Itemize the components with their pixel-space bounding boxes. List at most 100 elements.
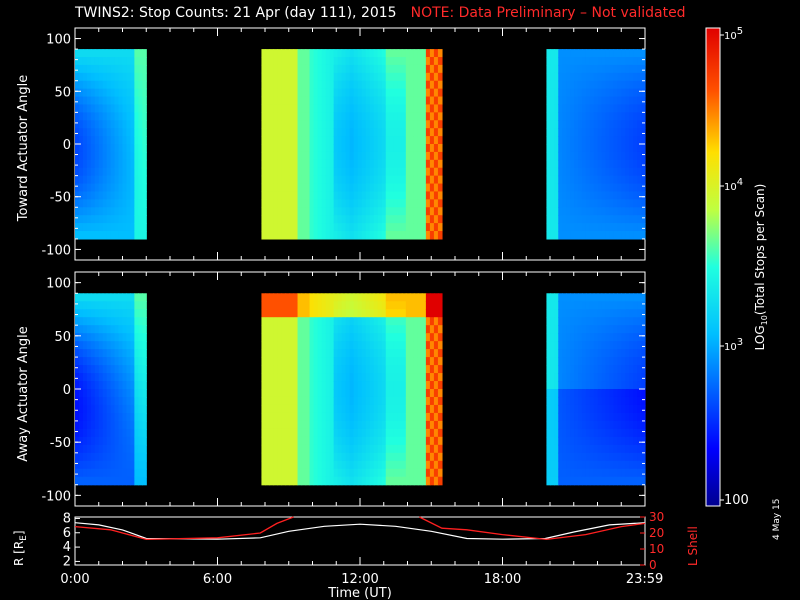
heatmap-cell bbox=[94, 80, 100, 90]
heatmap-cell bbox=[114, 231, 120, 240]
heatmap-cell bbox=[269, 396, 275, 406]
heatmap-cell bbox=[633, 72, 638, 82]
heatmap-cell bbox=[425, 325, 431, 334]
heatmap-cell bbox=[90, 452, 96, 462]
heatmap-cell bbox=[281, 183, 287, 193]
heatmap-cell bbox=[345, 72, 351, 82]
heatmap-cell bbox=[78, 191, 84, 200]
heatmap-cell bbox=[289, 444, 295, 454]
heatmap-cell bbox=[613, 309, 618, 318]
heatmap-cell bbox=[82, 460, 88, 470]
heatmap-cell bbox=[597, 183, 603, 193]
heatmap-cell bbox=[589, 420, 595, 430]
heatmap-cell bbox=[405, 231, 411, 240]
heatmap-cell bbox=[277, 365, 283, 374]
heatmap-cell bbox=[577, 80, 583, 90]
heatmap-cell bbox=[417, 96, 423, 106]
heatmap-cell bbox=[437, 223, 443, 232]
heatmap-cell bbox=[349, 357, 355, 366]
heatmap-cell bbox=[277, 183, 283, 193]
heatmap-cell bbox=[333, 136, 339, 145]
heatmap-cell bbox=[75, 460, 80, 470]
heatmap-cell bbox=[377, 199, 383, 208]
heatmap-cell bbox=[381, 215, 387, 224]
heatmap-cell bbox=[377, 381, 383, 390]
heatmap-cell bbox=[265, 120, 271, 129]
heatmap-cell bbox=[601, 389, 607, 398]
heatmap-cell bbox=[98, 365, 104, 374]
heatmap-cell bbox=[86, 428, 92, 438]
heatmap-cell bbox=[126, 468, 132, 478]
heatmap-cell bbox=[413, 112, 419, 121]
heatmap-cell bbox=[86, 120, 92, 129]
heatmap-cell bbox=[269, 167, 275, 177]
heatmap-cell bbox=[138, 317, 143, 326]
heatmap-cell bbox=[317, 223, 323, 232]
heatmap-cell bbox=[621, 349, 626, 358]
heatmap-cell bbox=[546, 88, 551, 98]
heatmap-cell bbox=[617, 333, 622, 342]
heatmap-cell bbox=[425, 80, 431, 90]
heatmap-cell bbox=[82, 412, 88, 422]
heatmap-cell bbox=[437, 333, 443, 342]
heatmap-cell bbox=[321, 128, 327, 137]
heatmap-cell bbox=[558, 357, 563, 366]
heatmap-cell bbox=[110, 49, 116, 58]
heatmap-cell bbox=[613, 207, 618, 216]
heatmap-cell bbox=[78, 309, 84, 318]
heatmap-cell bbox=[325, 404, 331, 414]
heatmap-cell bbox=[577, 452, 583, 462]
heatmap-cell bbox=[546, 325, 551, 334]
heatmap-cell bbox=[293, 420, 299, 430]
heatmap-cell bbox=[122, 293, 128, 302]
heatmap-cell bbox=[425, 167, 431, 177]
heatmap-cell bbox=[593, 317, 599, 326]
heatmap-cell bbox=[562, 389, 567, 398]
heatmap-cell bbox=[562, 231, 567, 240]
heatmap-cell bbox=[433, 151, 439, 161]
heatmap-cell bbox=[581, 128, 587, 137]
lshell-series-line bbox=[74, 516, 294, 541]
heatmap-cell bbox=[593, 381, 599, 390]
heatmap-cell bbox=[106, 104, 112, 113]
heatmap-cell bbox=[597, 49, 603, 58]
heatmap-cell bbox=[106, 72, 112, 82]
heatmap-cell bbox=[269, 88, 275, 98]
heatmap-cell bbox=[106, 96, 112, 106]
heatmap-cell bbox=[373, 120, 379, 129]
heatmap-cell bbox=[345, 120, 351, 129]
heatmap-cell bbox=[558, 128, 563, 137]
heatmap-cell bbox=[75, 396, 80, 406]
heatmap-cell bbox=[353, 72, 359, 82]
heatmap-cell bbox=[285, 381, 291, 390]
heatmap-cell bbox=[126, 301, 132, 310]
heatmap-cell bbox=[609, 428, 615, 438]
heatmap-cell bbox=[558, 317, 563, 326]
heatmap-cell bbox=[265, 136, 271, 145]
heatmap-cell bbox=[589, 199, 595, 208]
heatmap-cell bbox=[321, 396, 327, 406]
heatmap-cell bbox=[597, 444, 603, 454]
heatmap-cell bbox=[609, 175, 615, 185]
heatmap-cell bbox=[401, 365, 407, 374]
heatmap-cell bbox=[293, 72, 299, 82]
heatmap-cell bbox=[122, 191, 128, 200]
heatmap-cell bbox=[570, 357, 575, 366]
heatmap-cell bbox=[118, 167, 124, 177]
heatmap-cell bbox=[641, 309, 646, 318]
heatmap-cell bbox=[265, 96, 271, 106]
heatmap-cell bbox=[637, 80, 642, 90]
heatmap-cell bbox=[106, 365, 112, 374]
heatmap-cell bbox=[102, 341, 108, 350]
heatmap-cell bbox=[341, 428, 347, 438]
heatmap-cell bbox=[566, 357, 571, 366]
heatmap-cell bbox=[126, 428, 132, 438]
heatmap-cell bbox=[397, 80, 403, 90]
heatmap-cell bbox=[301, 452, 307, 462]
heatmap-cell bbox=[305, 80, 311, 90]
heatmap-cell bbox=[429, 365, 435, 374]
heatmap-cell bbox=[325, 199, 331, 208]
heatmap-cell bbox=[369, 341, 375, 350]
heatmap-cell bbox=[597, 436, 603, 446]
heatmap-cell bbox=[301, 373, 307, 382]
